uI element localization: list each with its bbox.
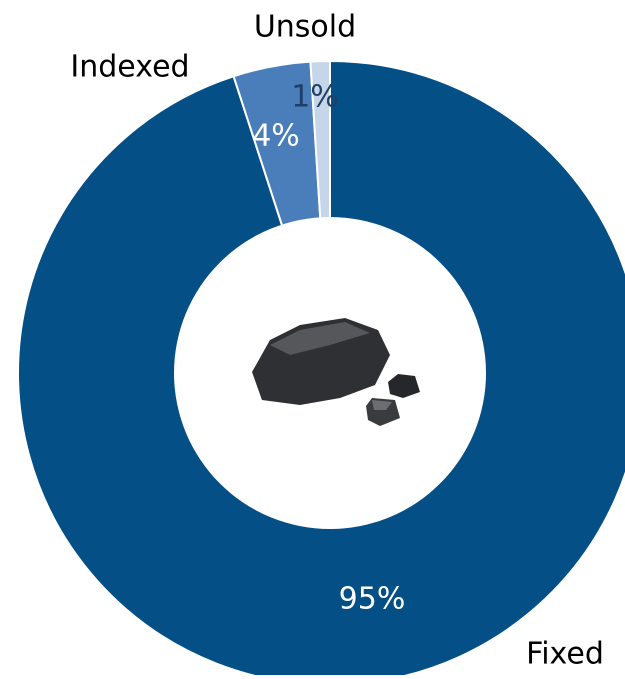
category-label: Fixed <box>526 637 604 672</box>
category-label: Indexed <box>70 50 189 85</box>
category-label: Unsold <box>254 10 356 45</box>
value-label: 1% <box>291 80 339 115</box>
coal-image <box>252 318 420 426</box>
value-label: 4% <box>252 119 300 154</box>
labels: Fixed 95% Indexed 4% Unsold 1% <box>70 10 603 672</box>
value-label: 95% <box>339 582 406 617</box>
